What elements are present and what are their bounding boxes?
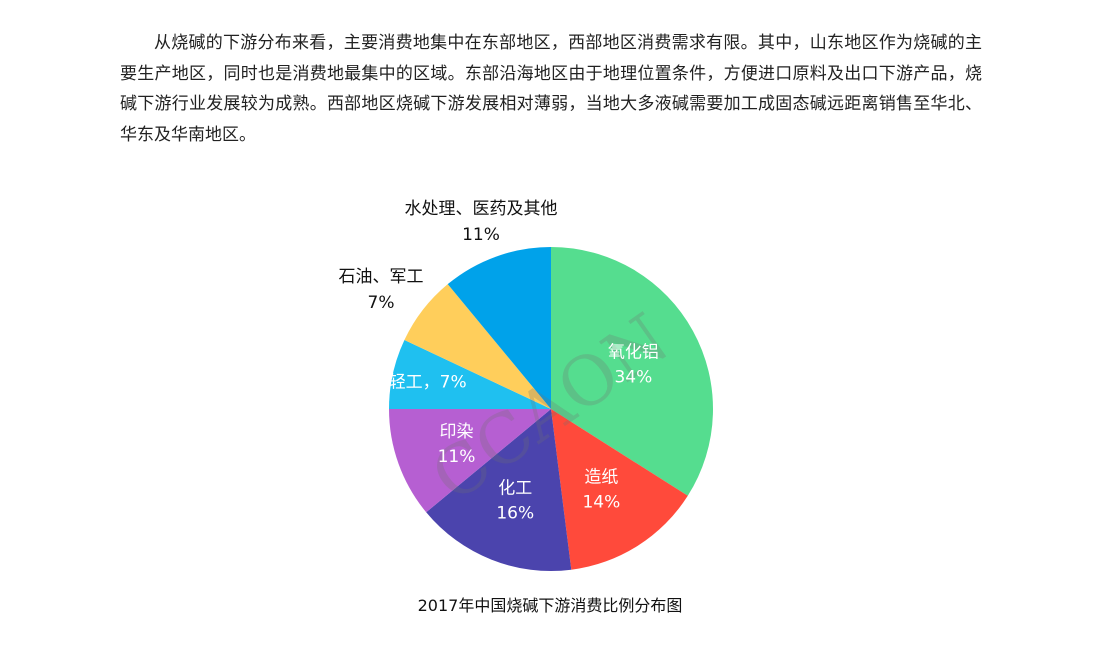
slice-label-2: 造纸 14% [582,467,620,512]
pie-slice-5 [389,340,551,409]
slice-label-3: 化工 16% [496,478,534,523]
body-paragraph: 从烧碱的下游分布来看，主要消费地集中在东部地区，西部地区消费需求有限。其中，山东… [120,33,982,145]
pie-slice-3 [426,409,572,571]
pie-slices [389,247,714,571]
pie-slice-1 [551,247,714,496]
slice-label-7: 水处理、医药及其他 11% [405,199,558,245]
slice-label-4: 印染 11% [438,422,476,467]
chart-title: 2017年中国烧碱下游消费比例分布图 [417,596,683,615]
pie-chart-area: CCAON 氧化铝 34% 造纸 14% 化工 16% 印染 11% 轻工，7% 石油、军工 7% 水… [0,190,1100,630]
pie-chart: CCAON 氧化铝 34%造纸 14%化工 16%印染 11%轻工，7%石油、军工 7%水… [339,199,714,571]
pie-labels: 氧化铝 34% 造纸 14% 化工 16% 印染 11% 轻工，7% 石油、军工 7% 水处理、医药及… [339,199,659,523]
pie-slice-7 [447,247,551,409]
slice-label-5: 轻工，7% [389,372,467,392]
slice-label-6: 石油、军工 7% [339,267,424,313]
pie-slice-6 [404,284,551,409]
pie-slice-2 [551,409,688,570]
slice-label-1: 氧化铝 34% [608,343,659,388]
pie-slice-4 [389,409,551,513]
